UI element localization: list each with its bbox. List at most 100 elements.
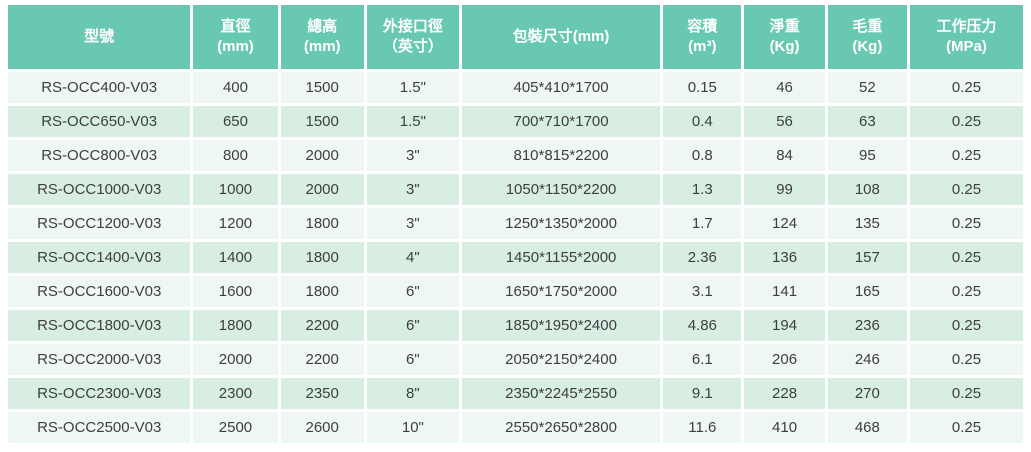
cell-net-weight: 136: [744, 242, 825, 273]
table-row: RS-OCC800-V03 800 2000 3" 810*815*2200 0.8 84 9…: [8, 140, 1023, 171]
table-row: RS-OCC1800-V03 1800 2200 6" 1850*1950*2400 4.…: [8, 310, 1023, 341]
cell-total-height: 1500: [280, 106, 364, 137]
cell-packing-size: 2050*2150*2400: [461, 344, 661, 375]
cell-total-height: 2600: [280, 412, 364, 443]
cell-diameter: 1600: [193, 276, 278, 307]
cell-volume: 1.7: [663, 208, 742, 239]
cell-port-size: 4": [366, 242, 459, 273]
cell-diameter: 2000: [193, 344, 278, 375]
cell-volume: 0.15: [663, 72, 742, 103]
table-row: RS-OCC650-V03 650 1500 1.5" 700*710*1700 0.4 5…: [8, 106, 1023, 137]
cell-port-size: 6": [366, 310, 459, 341]
cell-port-size: 3": [366, 208, 459, 239]
table-row: RS-OCC1000-V03 1000 2000 3" 1050*1150*2200 1.…: [8, 174, 1023, 205]
cell-model: RS-OCC1800-V03: [8, 310, 191, 341]
column-header-diameter: 直徑 (mm): [193, 5, 278, 69]
cell-port-size: 6": [366, 276, 459, 307]
column-header-total-height: 總高 (mm): [280, 5, 364, 69]
column-header-pressure: 工作压力 (MPa): [909, 5, 1023, 69]
cell-net-weight: 56: [744, 106, 825, 137]
cell-diameter: 800: [193, 140, 278, 171]
product-spec-table: 型號 直徑 (mm) 總高 (mm) 外接口徑 （英寸） 包裝尺寸(mm) 容積 (m³) 淨重 (K…: [5, 2, 1026, 446]
cell-packing-size: 405*410*1700: [461, 72, 661, 103]
cell-model: RS-OCC2300-V03: [8, 378, 191, 409]
cell-diameter: 2300: [193, 378, 278, 409]
column-header-gross-weight: 毛重 (Kg): [827, 5, 907, 69]
cell-pressure: 0.25: [909, 412, 1023, 443]
cell-total-height: 2200: [280, 310, 364, 341]
cell-pressure: 0.25: [909, 310, 1023, 341]
cell-pressure: 0.25: [909, 140, 1023, 171]
cell-gross-weight: 157: [827, 242, 907, 273]
cell-net-weight: 84: [744, 140, 825, 171]
cell-packing-size: 700*710*1700: [461, 106, 661, 137]
table-row: RS-OCC400-V03 400 1500 1.5" 405*410*1700 0.15…: [8, 72, 1023, 103]
cell-total-height: 2200: [280, 344, 364, 375]
column-header-line: （英寸）: [382, 38, 443, 55]
cell-packing-size: 1250*1350*2000: [461, 208, 661, 239]
cell-model: RS-OCC1400-V03: [8, 242, 191, 273]
cell-diameter: 1000: [193, 174, 278, 205]
cell-pressure: 0.25: [909, 106, 1023, 137]
cell-model: RS-OCC400-V03: [8, 72, 191, 103]
table-head-row: 型號 直徑 (mm) 總高 (mm) 外接口徑 （英寸） 包裝尺寸(mm) 容積 (m³) 淨重 (K…: [8, 5, 1023, 69]
cell-packing-size: 2550*2650*2800: [461, 412, 661, 443]
cell-net-weight: 228: [744, 378, 825, 409]
cell-port-size: 8": [366, 378, 459, 409]
column-header-line: (mm): [217, 38, 254, 55]
cell-packing-size: 810*815*2200: [461, 140, 661, 171]
cell-gross-weight: 246: [827, 344, 907, 375]
column-header-line: 型號: [84, 27, 115, 45]
table-row: RS-OCC2500-V03 2500 2600 10" 2550*2650*2800 1…: [8, 412, 1023, 443]
cell-packing-size: 2350*2245*2550: [461, 378, 661, 409]
cell-gross-weight: 108: [827, 174, 907, 205]
cell-volume: 1.3: [663, 174, 742, 205]
column-header-line: (mm): [303, 38, 341, 55]
cell-packing-size: 1050*1150*2200: [461, 174, 661, 205]
cell-gross-weight: 52: [827, 72, 907, 103]
cell-gross-weight: 236: [827, 310, 907, 341]
cell-pressure: 0.25: [909, 174, 1023, 205]
cell-diameter: 2500: [193, 412, 278, 443]
cell-net-weight: 194: [744, 310, 825, 341]
cell-diameter: 650: [193, 106, 278, 137]
cell-total-height: 1800: [280, 242, 364, 273]
cell-volume: 3.1: [663, 276, 742, 307]
cell-total-height: 1500: [280, 72, 364, 103]
cell-net-weight: 410: [744, 412, 825, 443]
column-header-line: 總高: [307, 17, 338, 35]
column-header-line: 工作压力: [936, 17, 997, 35]
column-header-line: 毛重: [852, 17, 883, 35]
cell-pressure: 0.25: [909, 208, 1023, 239]
cell-volume: 6.1: [663, 344, 742, 375]
cell-packing-size: 1850*1950*2400: [461, 310, 661, 341]
column-header-line: (Kg): [852, 38, 883, 55]
column-header-line: 包裝尺寸(mm): [512, 27, 610, 45]
cell-pressure: 0.25: [909, 378, 1023, 409]
cell-port-size: 6": [366, 344, 459, 375]
cell-gross-weight: 95: [827, 140, 907, 171]
cell-total-height: 1800: [280, 208, 364, 239]
table-row: RS-OCC2000-V03 2000 2200 6" 2050*2150*2400 6.…: [8, 344, 1023, 375]
cell-gross-weight: 468: [827, 412, 907, 443]
column-header-line: (MPa): [946, 38, 987, 55]
cell-gross-weight: 135: [827, 208, 907, 239]
cell-diameter: 1200: [193, 208, 278, 239]
cell-port-size: 10": [366, 412, 459, 443]
column-header-line: 直徑: [220, 17, 251, 35]
cell-net-weight: 124: [744, 208, 825, 239]
cell-gross-weight: 63: [827, 106, 907, 137]
column-header-line: (m³): [688, 38, 717, 55]
table-row: RS-OCC1600-V03 1600 1800 6" 1650*1750*2000 3.…: [8, 276, 1023, 307]
column-header-model: 型號: [8, 5, 191, 69]
cell-model: RS-OCC800-V03: [8, 140, 191, 171]
column-header-line: 外接口徑: [382, 17, 443, 35]
table-row: RS-OCC1200-V03 1200 1800 3" 1250*1350*2000 1.…: [8, 208, 1023, 239]
column-header-packing-size: 包裝尺寸(mm): [461, 5, 661, 69]
column-header-port-size: 外接口徑 （英寸）: [366, 5, 459, 69]
cell-port-size: 3": [366, 140, 459, 171]
table-row: RS-OCC1400-V03 1400 1800 4" 1450*1155*2000 2.…: [8, 242, 1023, 273]
cell-packing-size: 1450*1155*2000: [461, 242, 661, 273]
cell-diameter: 1400: [193, 242, 278, 273]
